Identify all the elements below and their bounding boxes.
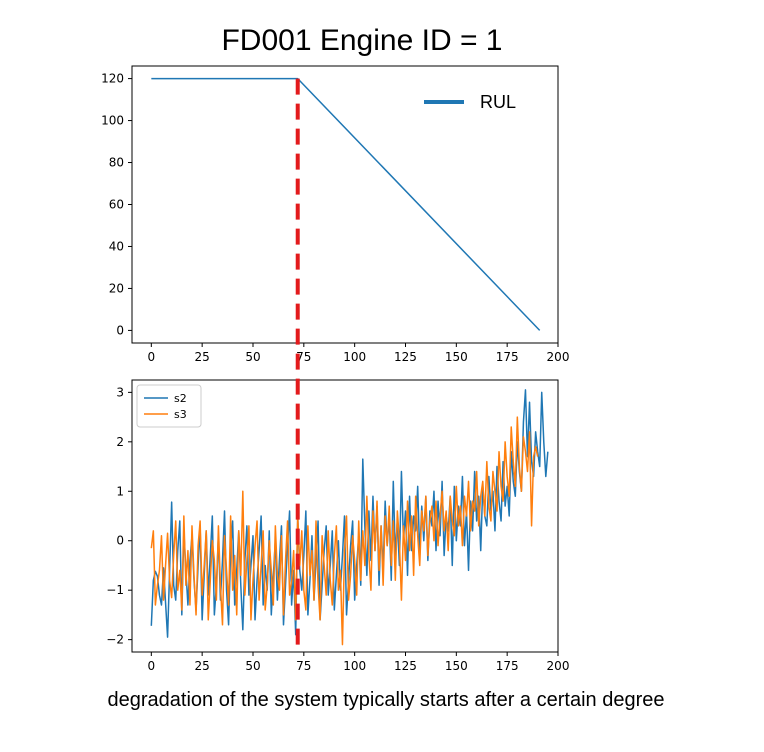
x-tick-label: 150 xyxy=(445,350,468,364)
x-tick-label: 75 xyxy=(296,659,311,673)
x-tick-label: 50 xyxy=(245,350,260,364)
x-tick-label: 100 xyxy=(343,350,366,364)
legend-label: s2 xyxy=(174,392,187,405)
rul-chart: 0 25 50 75 100 125 150 175 200 0 20 40 60 80 100 120 RUL xyxy=(101,65,570,364)
y-tick-label: 0 xyxy=(116,534,124,548)
x-tick-label: 150 xyxy=(445,659,468,673)
figure-caption: degradation of the system typically star… xyxy=(108,689,665,711)
series-line-rul xyxy=(151,77,541,331)
y-tick-label: 20 xyxy=(109,281,124,295)
x-tick-label: 25 xyxy=(195,350,210,364)
series-line-s2 xyxy=(150,389,549,638)
x-tick-label: 175 xyxy=(496,350,519,364)
y-tick-label: 100 xyxy=(101,114,124,128)
y-tick-label: 0 xyxy=(116,323,124,337)
legend-label: s3 xyxy=(174,408,187,421)
x-tick-label: 200 xyxy=(547,659,570,673)
y-tick-label: 2 xyxy=(116,435,124,449)
x-tick-label: 125 xyxy=(394,659,417,673)
figure-title: FD001 Engine ID = 1 xyxy=(221,24,502,57)
x-tick-label: 100 xyxy=(343,659,366,673)
plot-frame xyxy=(131,379,559,653)
x-tick-label: 75 xyxy=(296,350,311,364)
y-tick-label: 80 xyxy=(109,156,124,170)
x-tick-label: 0 xyxy=(147,350,155,364)
x-tick-label: 50 xyxy=(245,659,260,673)
y-tick-label: 1 xyxy=(116,484,124,498)
y-tick-label: 3 xyxy=(116,385,124,399)
legend-label: RUL xyxy=(480,92,516,112)
y-tick-label: 40 xyxy=(109,239,124,253)
legend-box xyxy=(136,384,202,428)
x-tick-label: 0 xyxy=(147,659,155,673)
y-tick-label: 60 xyxy=(109,198,124,212)
y-tick-label: −2 xyxy=(106,633,124,647)
x-tick-label: 125 xyxy=(394,350,417,364)
x-tick-label: 175 xyxy=(496,659,519,673)
x-tick-label: 200 xyxy=(547,350,570,364)
legend: RUL xyxy=(424,92,516,112)
x-tick-label: 25 xyxy=(195,659,210,673)
y-tick-label: −1 xyxy=(106,583,124,597)
series-line-s3 xyxy=(150,416,539,646)
y-tick-label: 120 xyxy=(101,72,124,86)
